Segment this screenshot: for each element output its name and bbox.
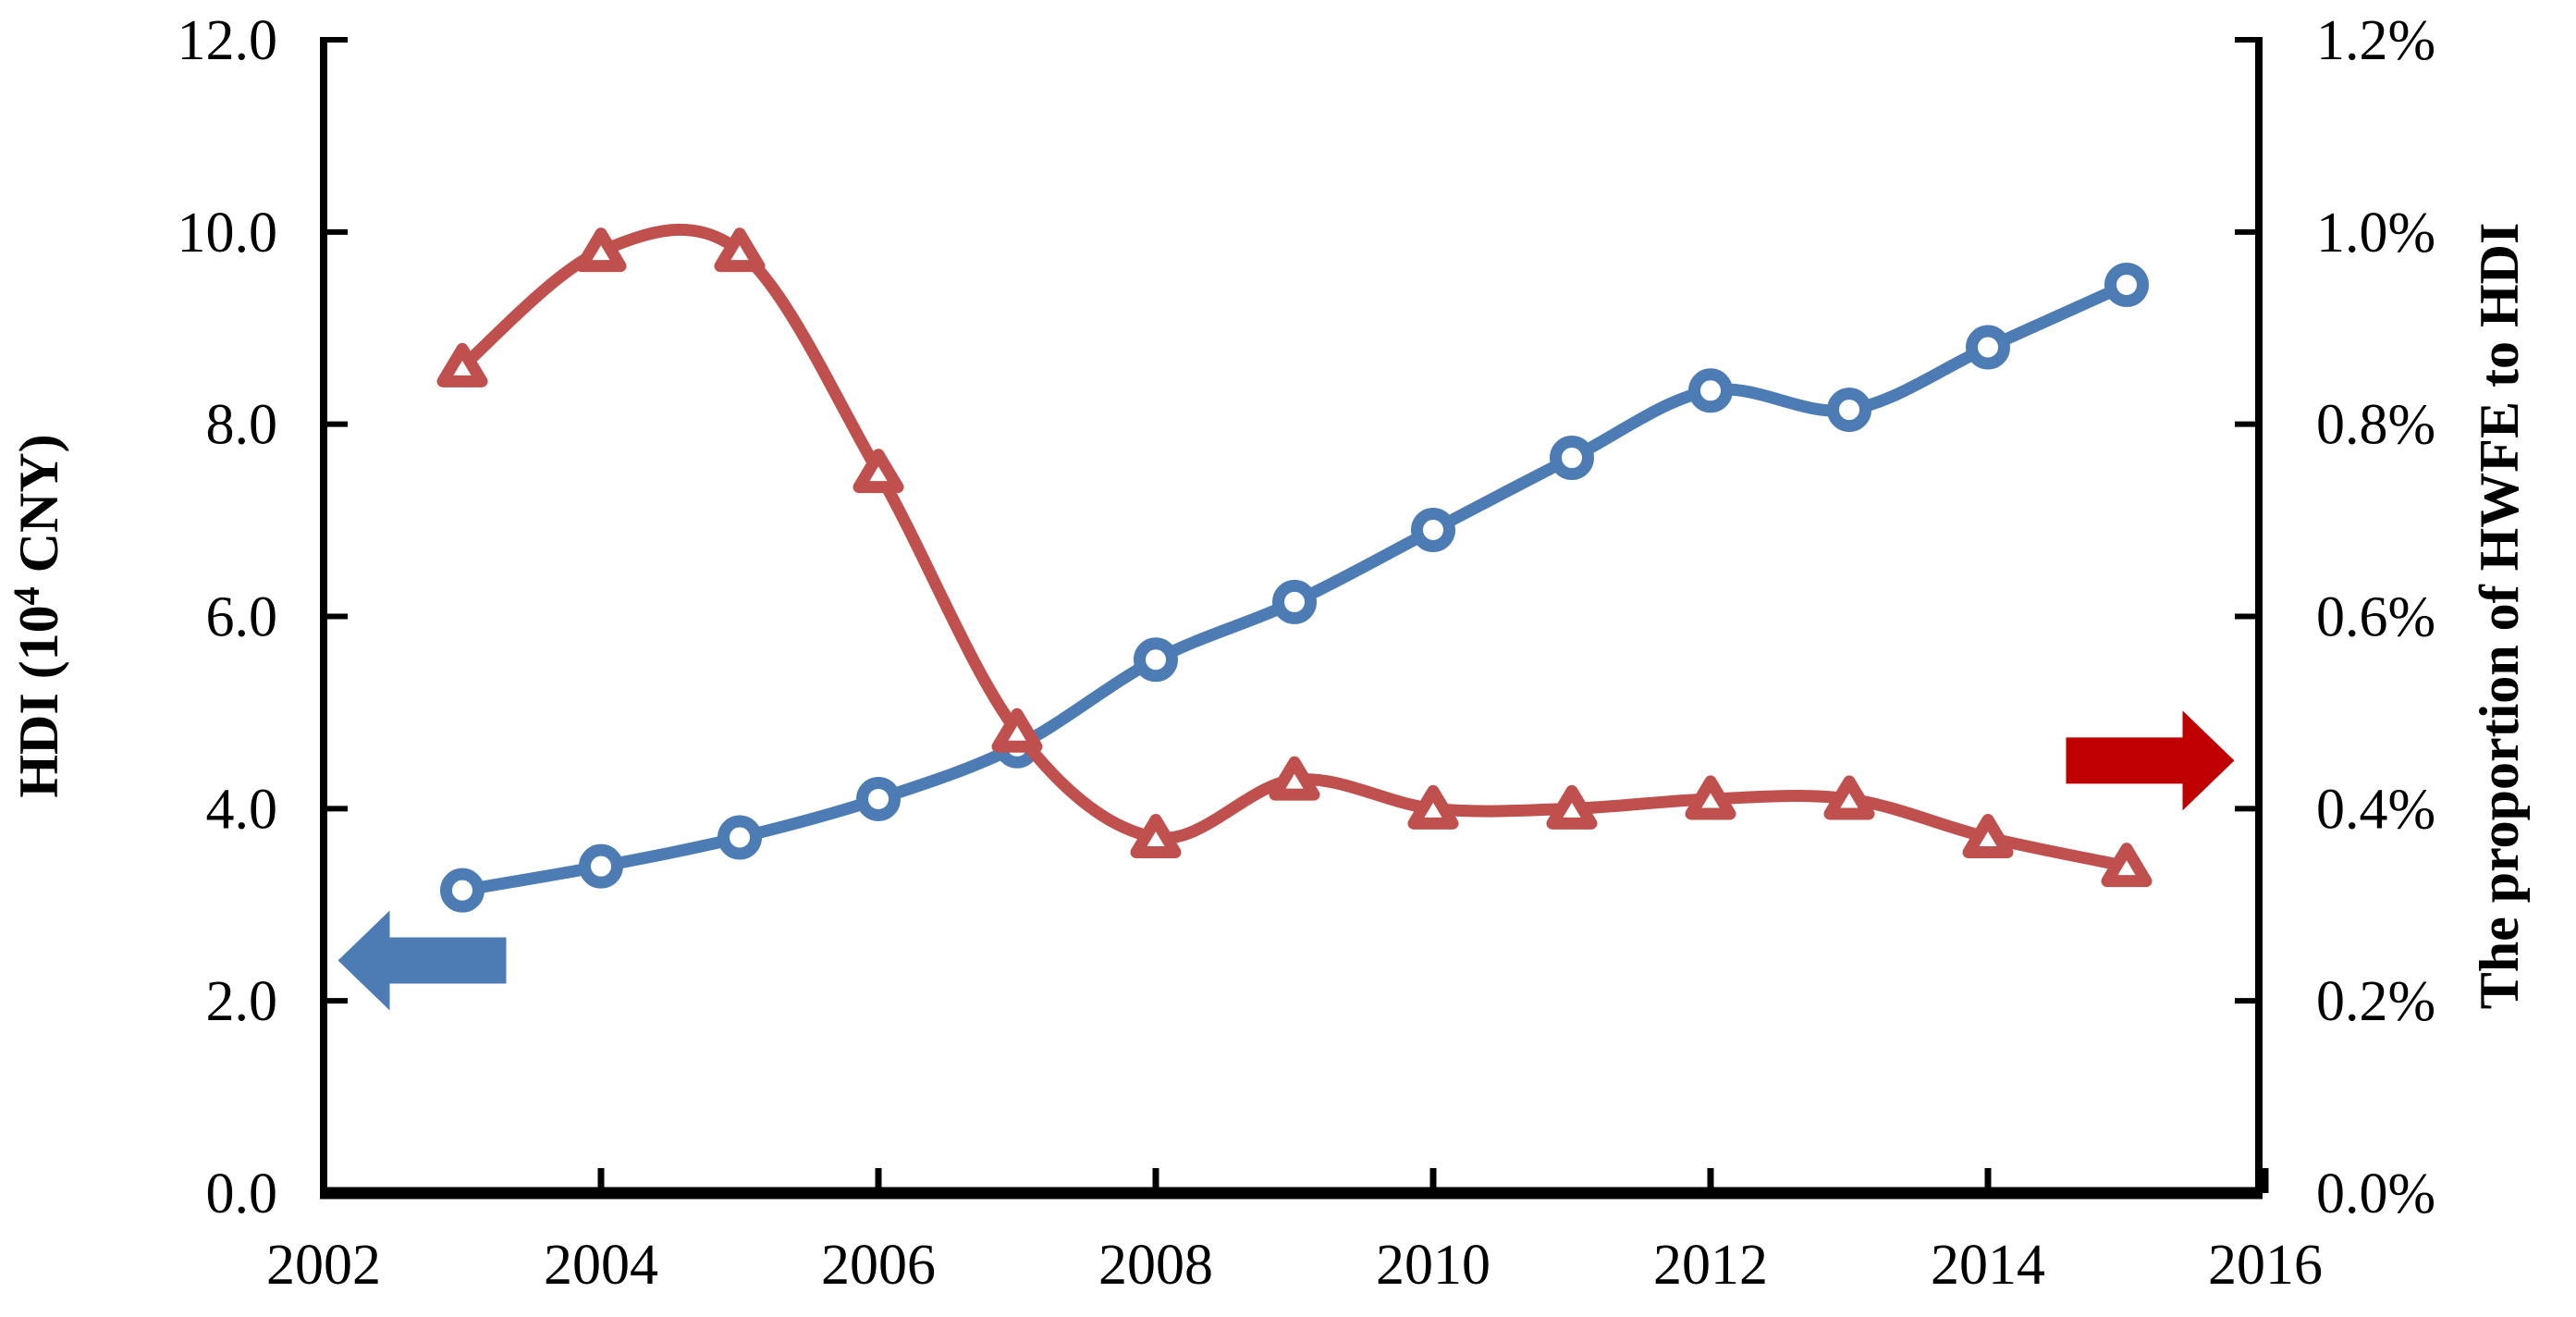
left-tick-label: 4.0 [206, 778, 278, 841]
series-hwfe-proportion-line [436, 223, 2153, 888]
triangle-marker [575, 228, 627, 273]
triangle-marker [1407, 784, 1459, 830]
right-tick-label: 1.0% [2316, 202, 2435, 265]
left-tick-label: 2.0 [206, 970, 278, 1033]
right-tick-label: 0.0% [2316, 1163, 2435, 1225]
right-tick-label: 1.2% [2316, 9, 2435, 72]
x-tick-label: 2016 [2208, 1234, 2323, 1297]
x-tick-label: 2002 [266, 1234, 381, 1297]
triangle-marker [1546, 784, 1598, 830]
circle-marker [440, 868, 485, 913]
x-tick-label: 2014 [1931, 1234, 2045, 1297]
triangle-marker [991, 708, 1043, 753]
circle-marker [1688, 368, 1733, 413]
x-tick-label: 2004 [544, 1234, 658, 1297]
right-tick-label: 0.4% [2316, 778, 2435, 841]
left-tick-label: 12.0 [178, 9, 278, 72]
circle-marker [1827, 388, 1871, 433]
left-axis-tick-labels: 12.0 10.0 8.0 6.0 4.0 2.0 0.0 [178, 9, 278, 1225]
x-tick-label: 2006 [821, 1234, 936, 1297]
x-tick-label: 2012 [1653, 1234, 1768, 1297]
right-tick-label: 0.8% [2316, 394, 2435, 457]
right-tick-label: 0.2% [2316, 970, 2435, 1033]
x-axis-tick-labels: 2002 2004 2006 2008 2010 2012 2014 2016 [266, 1234, 2323, 1297]
circle-marker [1411, 507, 1455, 552]
triangle-marker [1269, 756, 1320, 801]
axis-direction-arrows [337, 710, 2235, 1011]
circle-marker [1134, 637, 1178, 683]
triangle-marker [1685, 775, 1736, 820]
triangle-marker [2101, 843, 2153, 888]
data-series [436, 223, 2153, 913]
triangle-marker [714, 228, 766, 273]
circle-marker [1550, 436, 1594, 481]
right-axis-title: The proportion of HWFE to HDI [2469, 223, 2530, 1010]
triangle-marker [1130, 814, 1182, 859]
circle-marker [1272, 579, 1317, 624]
triangle-marker [853, 449, 904, 494]
right-axis-arrow [2066, 710, 2235, 811]
circle-marker [2104, 262, 2149, 307]
left-tick-label: 10.0 [178, 202, 278, 265]
left-tick-label: 6.0 [206, 586, 278, 649]
right-axis-tick-labels: 1.2% 1.0% 0.8% 0.6% 0.4% 0.2% 0.0% [2316, 9, 2435, 1225]
left-tick-label: 8.0 [206, 394, 278, 457]
left-axis-title: HDI (104 CNY) [6, 434, 69, 797]
axes [320, 37, 2269, 1200]
left-axis-arrow [337, 910, 507, 1011]
triangle-marker [1823, 775, 1875, 820]
circle-marker [1966, 325, 2010, 370]
circle-marker [718, 815, 762, 860]
triangle-marker [1962, 814, 2014, 859]
left-tick-label: 0.0 [206, 1163, 278, 1225]
right-tick-label: 0.6% [2316, 586, 2435, 649]
circle-marker [579, 843, 623, 889]
x-tick-label: 2008 [1098, 1234, 1213, 1297]
triangle-marker [436, 342, 488, 388]
x-tick-label: 2010 [1376, 1234, 1490, 1297]
circle-marker [856, 776, 901, 821]
